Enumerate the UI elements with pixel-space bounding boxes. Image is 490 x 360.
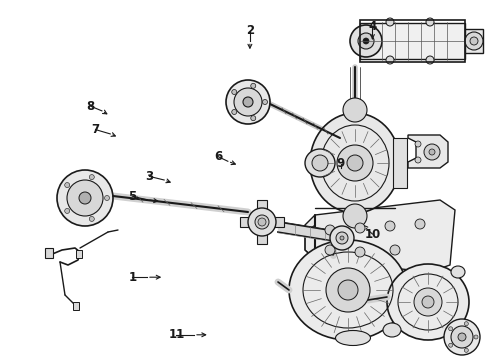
Text: 3: 3 xyxy=(146,170,153,183)
Text: 1: 1 xyxy=(128,271,136,284)
Circle shape xyxy=(263,99,268,104)
Circle shape xyxy=(386,18,394,26)
Circle shape xyxy=(65,183,70,188)
Circle shape xyxy=(449,327,453,331)
Circle shape xyxy=(385,221,395,231)
Circle shape xyxy=(258,218,266,226)
Circle shape xyxy=(325,225,335,235)
Bar xyxy=(268,217,284,227)
Circle shape xyxy=(390,245,400,255)
Circle shape xyxy=(355,223,365,233)
Bar xyxy=(360,20,465,62)
Text: 6: 6 xyxy=(214,150,222,163)
Circle shape xyxy=(243,97,253,107)
Ellipse shape xyxy=(383,323,401,337)
Circle shape xyxy=(234,88,262,116)
Circle shape xyxy=(358,33,374,49)
Text: 5: 5 xyxy=(128,190,136,203)
Circle shape xyxy=(248,208,276,236)
Circle shape xyxy=(415,141,421,147)
Ellipse shape xyxy=(289,240,407,340)
Circle shape xyxy=(336,232,348,244)
Circle shape xyxy=(343,98,367,122)
Circle shape xyxy=(338,280,358,300)
Text: 11: 11 xyxy=(168,328,185,341)
Circle shape xyxy=(465,348,468,352)
Bar xyxy=(465,29,483,53)
Circle shape xyxy=(386,56,394,64)
Text: 2: 2 xyxy=(246,24,254,37)
Polygon shape xyxy=(360,23,465,59)
Bar xyxy=(76,250,82,258)
Circle shape xyxy=(340,236,344,240)
Bar xyxy=(73,302,79,310)
Circle shape xyxy=(312,155,328,171)
Circle shape xyxy=(429,149,435,155)
Circle shape xyxy=(426,56,434,64)
Circle shape xyxy=(67,180,103,216)
Bar xyxy=(45,248,53,258)
Circle shape xyxy=(465,32,483,50)
Circle shape xyxy=(104,195,109,201)
Circle shape xyxy=(451,326,473,348)
Bar xyxy=(240,217,256,227)
Circle shape xyxy=(426,18,434,26)
Circle shape xyxy=(449,343,453,347)
Ellipse shape xyxy=(310,113,400,213)
Circle shape xyxy=(57,170,113,226)
Circle shape xyxy=(226,80,270,124)
Circle shape xyxy=(465,322,468,326)
Circle shape xyxy=(343,204,367,228)
Circle shape xyxy=(458,333,466,341)
Ellipse shape xyxy=(336,330,370,346)
Circle shape xyxy=(363,38,369,44)
Ellipse shape xyxy=(451,266,465,278)
Circle shape xyxy=(65,208,70,213)
Bar xyxy=(257,228,267,244)
Text: 4: 4 xyxy=(368,20,376,33)
Circle shape xyxy=(89,175,94,180)
Circle shape xyxy=(474,335,478,339)
Text: 8: 8 xyxy=(87,100,95,113)
Circle shape xyxy=(330,226,354,250)
Ellipse shape xyxy=(387,264,469,340)
Circle shape xyxy=(347,155,363,171)
Circle shape xyxy=(350,25,382,57)
Circle shape xyxy=(414,288,442,316)
Text: 7: 7 xyxy=(92,123,99,136)
Polygon shape xyxy=(408,135,448,168)
Text: 10: 10 xyxy=(364,228,381,240)
Circle shape xyxy=(422,296,434,308)
Circle shape xyxy=(255,215,269,229)
Circle shape xyxy=(444,319,480,355)
Polygon shape xyxy=(305,200,455,272)
Circle shape xyxy=(326,268,370,312)
Circle shape xyxy=(337,145,373,181)
Text: 9: 9 xyxy=(337,157,344,170)
Circle shape xyxy=(415,219,425,229)
Circle shape xyxy=(232,109,237,114)
Bar xyxy=(393,138,407,188)
Circle shape xyxy=(89,216,94,221)
Circle shape xyxy=(470,37,478,45)
Circle shape xyxy=(251,83,256,88)
Circle shape xyxy=(251,116,256,121)
Circle shape xyxy=(232,90,237,95)
Circle shape xyxy=(325,245,335,255)
Circle shape xyxy=(79,192,91,204)
Bar xyxy=(257,200,267,216)
Circle shape xyxy=(424,144,440,160)
Ellipse shape xyxy=(305,149,335,177)
Circle shape xyxy=(415,157,421,163)
Circle shape xyxy=(355,247,365,257)
